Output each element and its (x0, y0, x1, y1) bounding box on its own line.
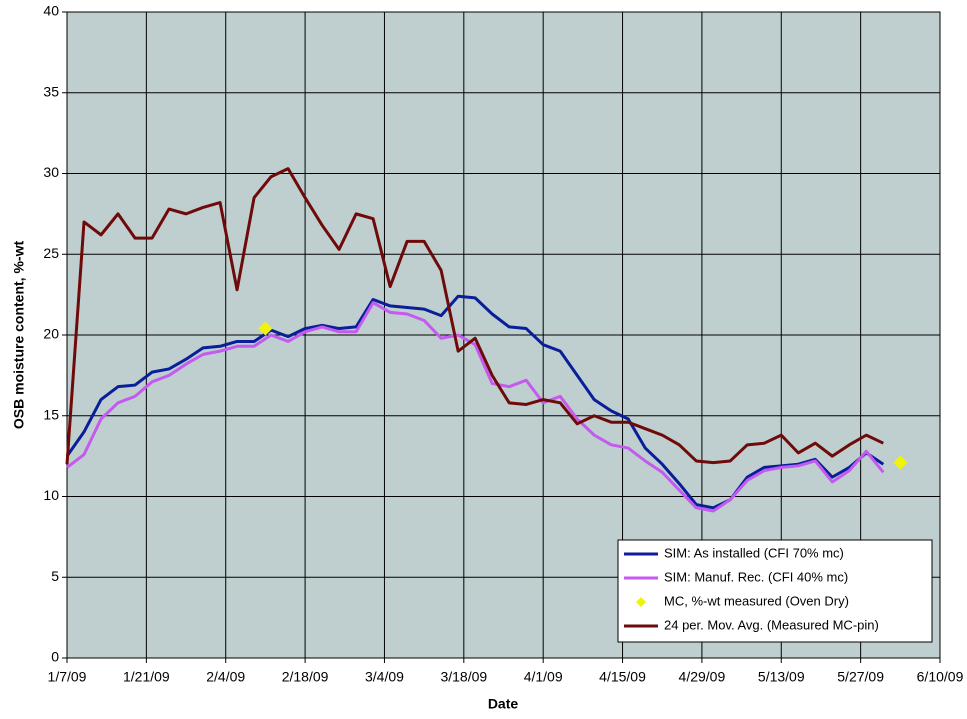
y-tick-label: 40 (43, 3, 59, 19)
legend-label: SIM: As installed (CFI 70% mc) (664, 545, 844, 560)
y-tick-label: 25 (43, 245, 59, 261)
x-tick-label: 2/18/09 (282, 669, 329, 685)
y-tick-label: 5 (51, 568, 59, 584)
x-tick-label: 3/4/09 (365, 669, 404, 685)
data-point (258, 321, 273, 336)
series-line (66, 301, 885, 513)
y-axis-title: OSB moisture content, %-wt (11, 241, 27, 430)
series-line (65, 167, 884, 465)
x-tick-label: 4/1/09 (524, 669, 563, 685)
x-tick-label: 1/21/09 (123, 669, 170, 685)
legend-label: 24 per. Mov. Avg. (Measured MC-pin) (664, 617, 879, 632)
y-tick-label: 35 (43, 83, 59, 99)
y-tick-label: 15 (43, 406, 59, 422)
x-axis-title: Date (488, 696, 519, 712)
x-tick-label: 6/10/09 (917, 669, 964, 685)
legend-label: MC, %-wt measured (Oven Dry) (664, 593, 849, 608)
legend-box (617, 539, 933, 643)
legend-label: SIM: Manuf. Rec. (CFI 40% mc) (664, 569, 848, 584)
y-tick-label: 30 (43, 164, 59, 180)
x-tick-label: 4/29/09 (679, 669, 726, 685)
y-tick-label: 20 (43, 326, 59, 342)
x-tick-label: 3/18/09 (440, 669, 487, 685)
x-tick-label: 4/15/09 (599, 669, 646, 685)
x-tick-label: 2/4/09 (206, 669, 245, 685)
legend-marker (636, 597, 646, 607)
series-line (65, 294, 885, 510)
y-tick-label: 10 (43, 487, 59, 503)
x-tick-label: 5/27/09 (837, 669, 884, 685)
x-tick-label: 1/7/09 (48, 669, 87, 685)
data-point (893, 455, 908, 470)
y-tick-label: 0 (51, 649, 59, 665)
x-tick-label: 5/13/09 (758, 669, 805, 685)
